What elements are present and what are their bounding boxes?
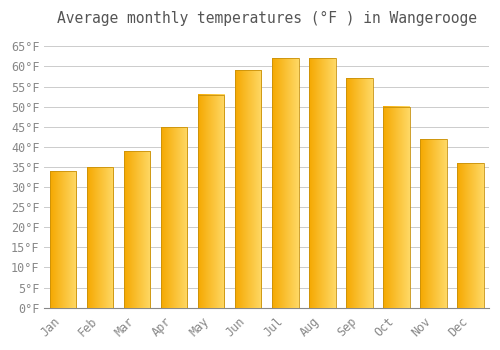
Title: Average monthly temperatures (°F ) in Wangerooge: Average monthly temperatures (°F ) in Wa… bbox=[56, 11, 476, 26]
